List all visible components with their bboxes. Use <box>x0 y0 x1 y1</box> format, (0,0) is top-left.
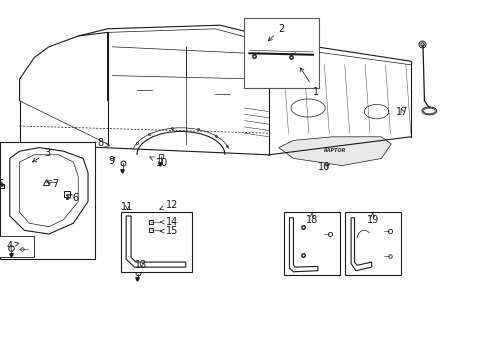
Text: 18: 18 <box>305 212 318 225</box>
Bar <box>283 212 339 275</box>
Text: 6: 6 <box>67 193 79 203</box>
Text: 10: 10 <box>149 157 167 168</box>
Text: 14: 14 <box>160 217 178 227</box>
Text: 11: 11 <box>121 202 133 212</box>
Text: 7: 7 <box>47 179 59 189</box>
Text: 19: 19 <box>366 212 378 225</box>
Bar <box>0 236 34 257</box>
Text: 4: 4 <box>7 240 19 251</box>
Text: 15: 15 <box>160 226 178 236</box>
Bar <box>344 212 400 275</box>
Text: 5: 5 <box>0 179 4 189</box>
Text: 12: 12 <box>160 200 178 210</box>
Polygon shape <box>278 137 390 166</box>
Text: 3: 3 <box>32 148 50 162</box>
Text: 8: 8 <box>98 138 109 148</box>
Bar <box>243 18 319 88</box>
Text: 13: 13 <box>135 260 147 270</box>
Text: 2: 2 <box>268 24 284 41</box>
Bar <box>121 212 192 272</box>
Text: 1: 1 <box>300 68 319 97</box>
Text: RAPTOR: RAPTOR <box>323 148 346 153</box>
Text: 17: 17 <box>395 107 407 117</box>
Bar <box>0 142 95 259</box>
Text: 9: 9 <box>108 156 115 166</box>
Text: 16: 16 <box>317 162 329 172</box>
